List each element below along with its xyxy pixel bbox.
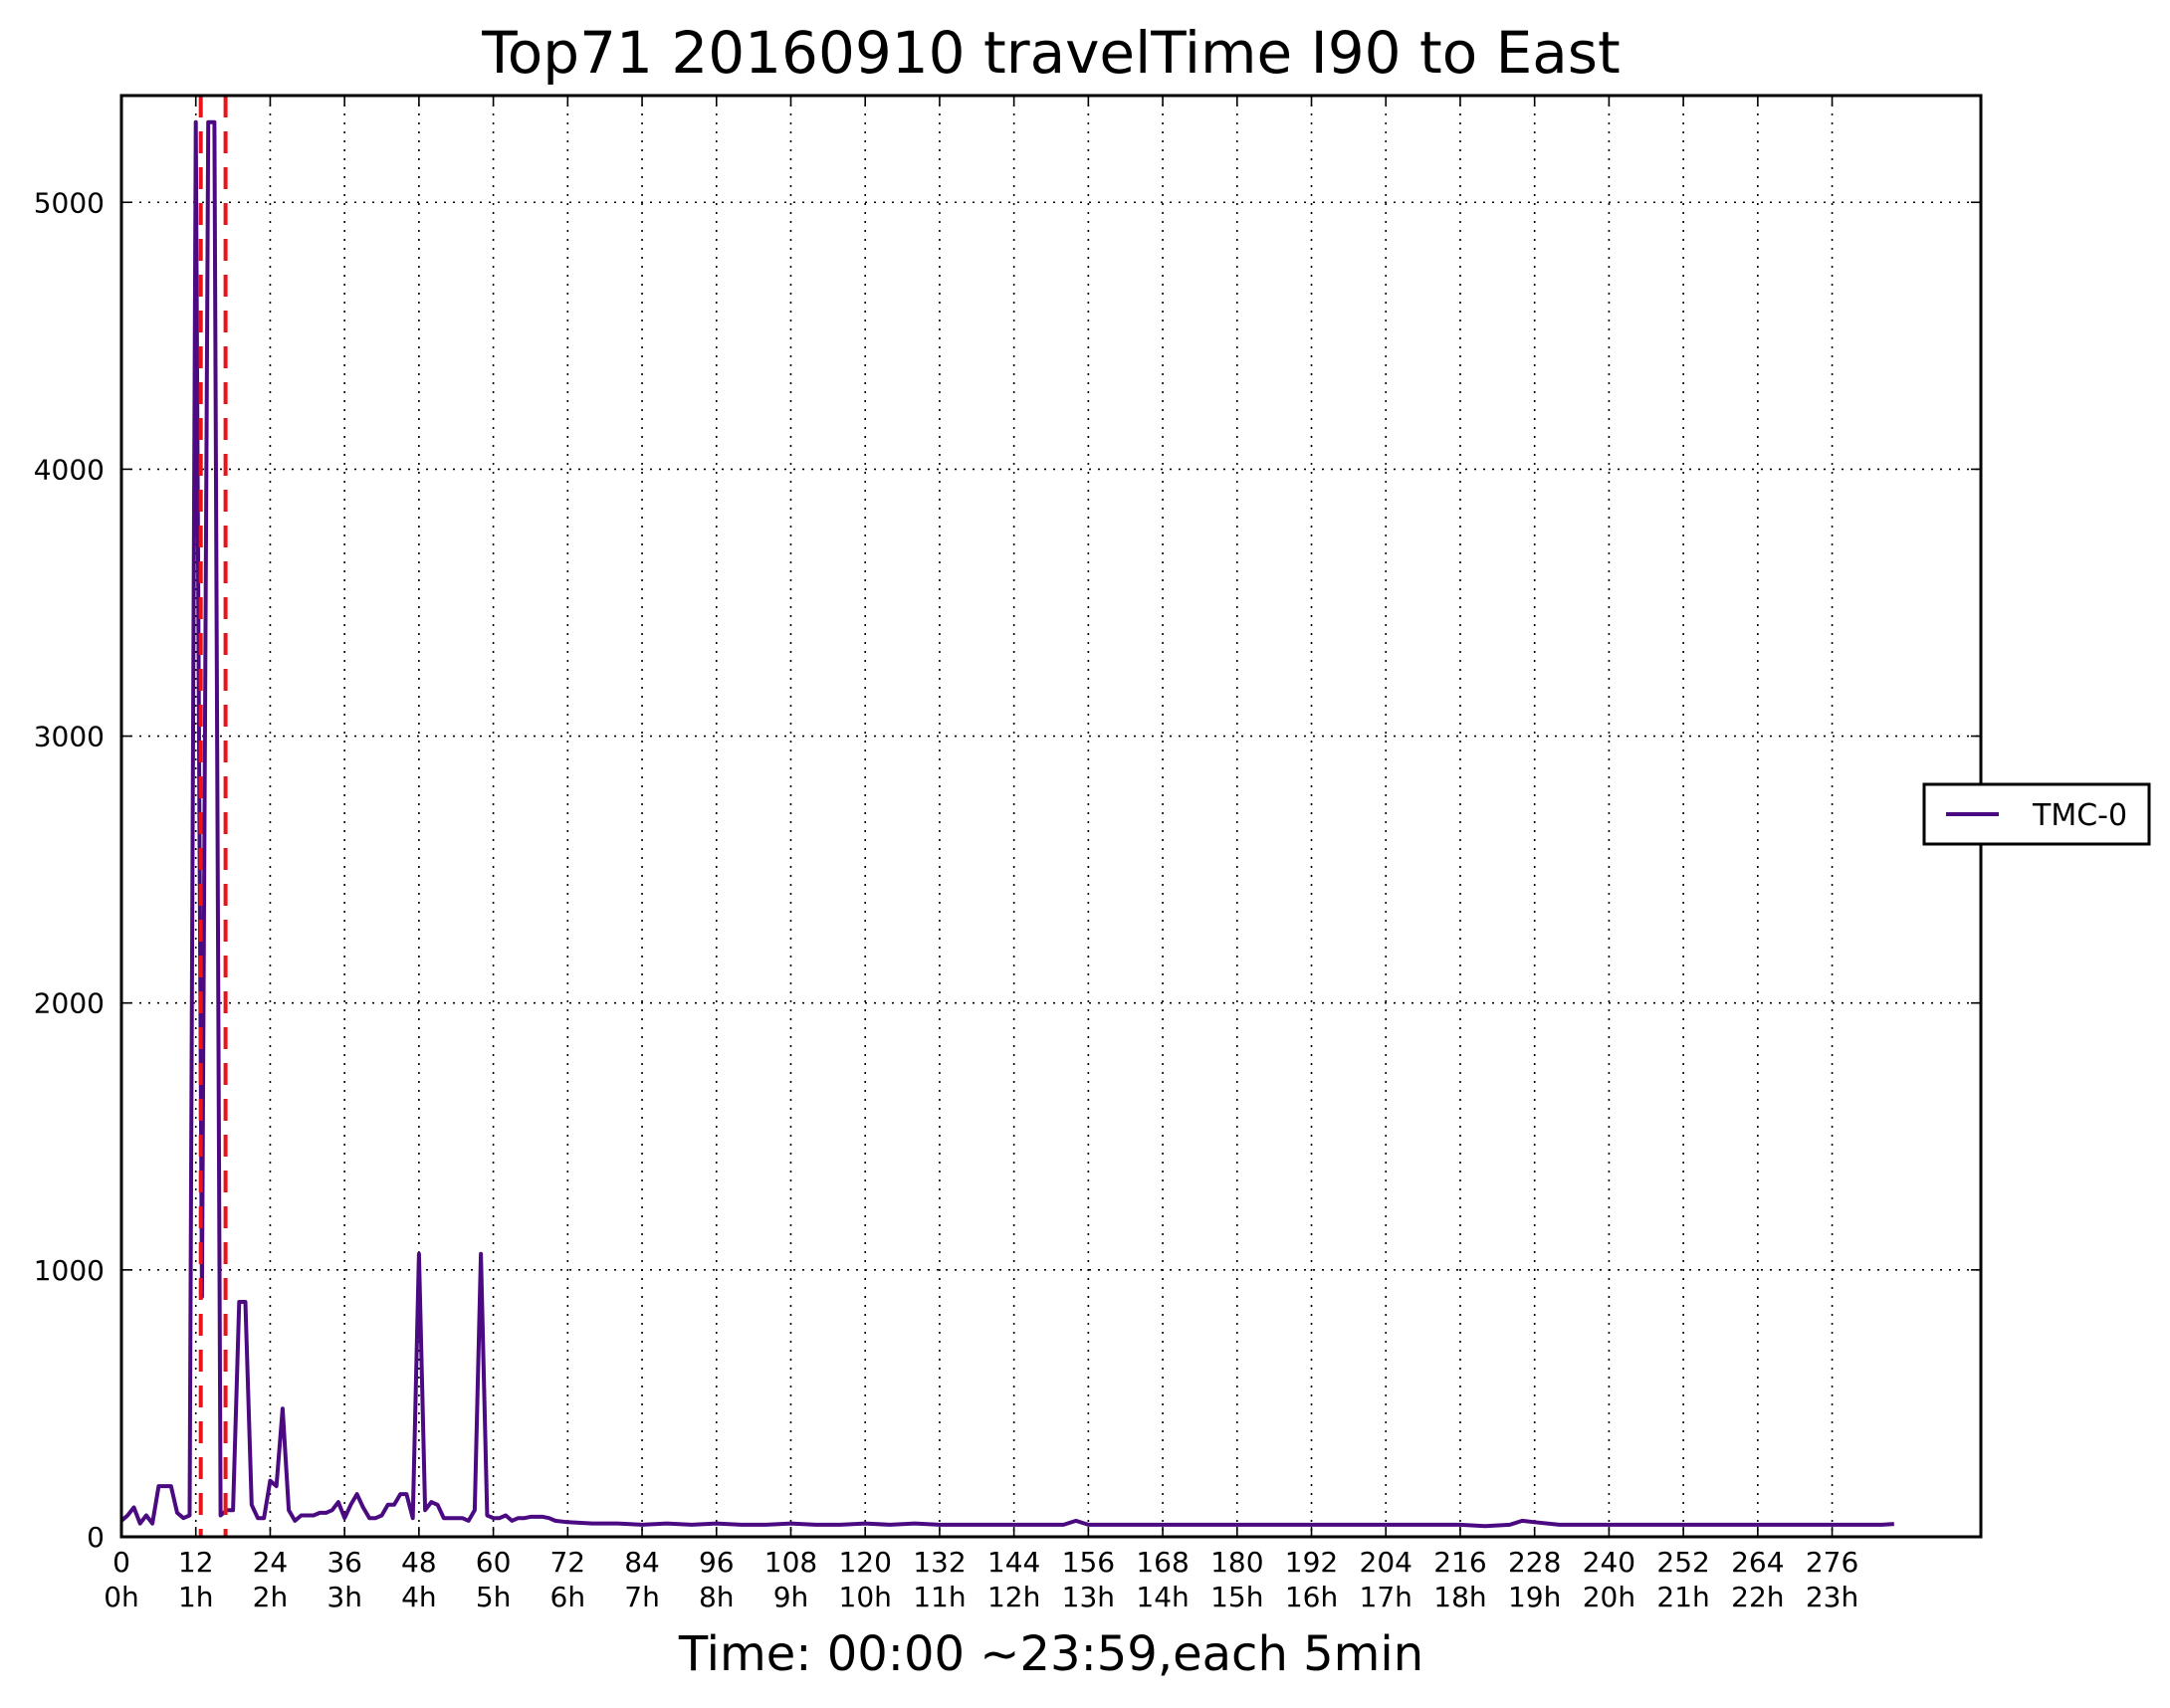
legend-label-tmc-0: TMC-0 [2032, 798, 2127, 833]
x-tick-label: 24 [253, 1546, 289, 1579]
x-tick-sublabel: 1h [178, 1581, 214, 1613]
x-tick-sublabel: 14h [1136, 1581, 1189, 1613]
x-tick-sublabel: 21h [1656, 1581, 1709, 1613]
x-tick-label: 216 [1433, 1546, 1486, 1579]
x-tick-sublabel: 11h [913, 1581, 966, 1613]
x-tick-sublabel: 4h [401, 1581, 437, 1613]
tick-layer: 00h121h242h363h484h605h726h847h968h1089h… [34, 96, 1981, 1613]
x-tick-label: 240 [1583, 1546, 1635, 1579]
x-tick-label: 48 [401, 1546, 437, 1579]
x-tick-label: 252 [1656, 1546, 1709, 1579]
x-tick-label: 84 [624, 1546, 660, 1579]
y-tick-label: 3000 [34, 721, 105, 753]
x-tick-sublabel: 7h [624, 1581, 660, 1613]
x-tick-sublabel: 3h [326, 1581, 362, 1613]
x-tick-label: 228 [1508, 1546, 1561, 1579]
x-tick-label: 72 [549, 1546, 585, 1579]
y-tick-label: 0 [87, 1521, 105, 1554]
x-tick-sublabel: 22h [1731, 1581, 1784, 1613]
x-tick-sublabel: 2h [253, 1581, 289, 1613]
x-tick-sublabel: 5h [476, 1581, 512, 1613]
x-tick-sublabel: 16h [1285, 1581, 1338, 1613]
x-tick-sublabel: 10h [839, 1581, 892, 1613]
x-tick-sublabel: 13h [1062, 1581, 1115, 1613]
x-tick-sublabel: 15h [1210, 1581, 1263, 1613]
x-tick-sublabel: 19h [1508, 1581, 1561, 1613]
y-tick-label: 2000 [34, 987, 105, 1020]
x-tick-label: 204 [1360, 1546, 1412, 1579]
x-tick-sublabel: 20h [1583, 1581, 1635, 1613]
x-tick-label: 276 [1806, 1546, 1858, 1579]
x-tick-label: 120 [838, 1546, 891, 1579]
series-line-tmc-0 [119, 119, 1894, 1529]
x-tick-sublabel: 12h [987, 1581, 1040, 1613]
x-tick-label: 180 [1210, 1546, 1263, 1579]
vline-layer [198, 96, 228, 1537]
y-tick-label: 4000 [34, 453, 105, 486]
x-tick-label: 108 [764, 1546, 817, 1579]
x-tick-label: 192 [1285, 1546, 1338, 1579]
x-tick-label: 168 [1136, 1546, 1189, 1579]
x-tick-label: 156 [1062, 1546, 1115, 1579]
x-tick-sublabel: 23h [1806, 1581, 1858, 1613]
x-tick-label: 96 [699, 1546, 735, 1579]
series-layer [119, 119, 1894, 1529]
x-tick-label: 36 [326, 1546, 362, 1579]
x-tick-sublabel: 18h [1433, 1581, 1486, 1613]
x-tick-label: 144 [987, 1546, 1040, 1579]
grid-layer [120, 96, 1981, 1537]
x-axis-label: Time: 00:00 ~23:59,each 5min [678, 1626, 1423, 1682]
chart-title: Top71 20160910 travelTime I90 to East [481, 19, 1621, 87]
y-tick-label: 5000 [34, 186, 105, 219]
x-tick-sublabel: 17h [1360, 1581, 1412, 1613]
x-tick-label: 60 [476, 1546, 512, 1579]
x-tick-sublabel: 9h [773, 1581, 809, 1613]
y-tick-label: 1000 [34, 1254, 105, 1287]
x-tick-sublabel: 8h [699, 1581, 735, 1613]
legend: TMC-0 [1922, 782, 2151, 846]
x-tick-label: 12 [178, 1546, 214, 1579]
x-tick-label: 264 [1731, 1546, 1784, 1579]
x-tick-sublabel: 0h [104, 1581, 139, 1613]
x-tick-sublabel: 6h [550, 1581, 586, 1613]
x-tick-label: 132 [913, 1546, 966, 1579]
x-tick-label: 0 [112, 1546, 130, 1579]
